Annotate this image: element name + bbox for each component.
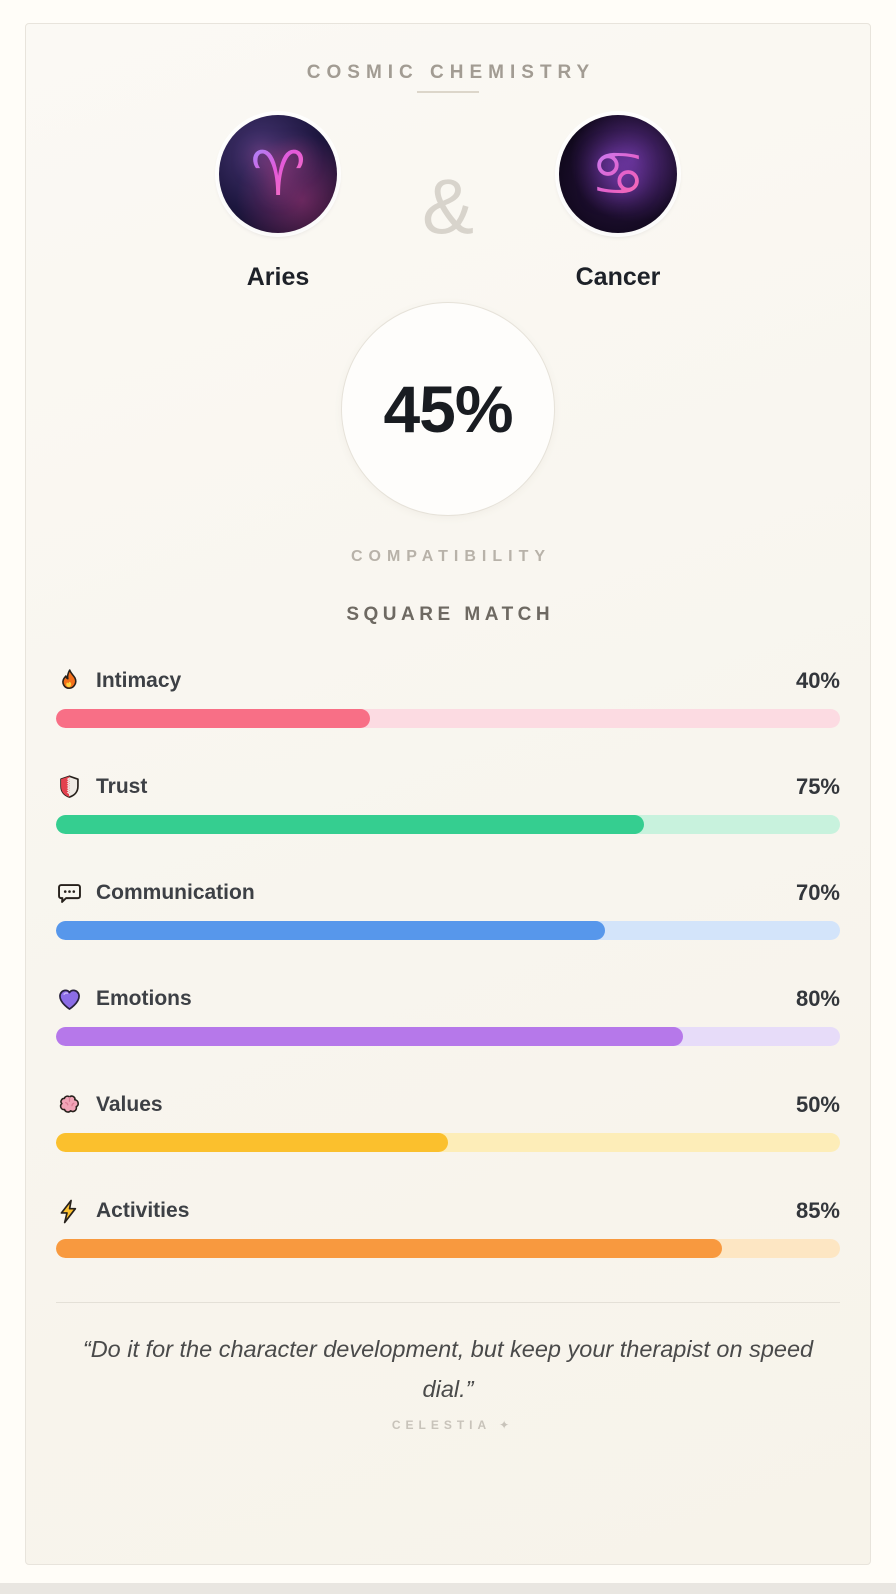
trait-label: Emotions [96,987,192,1010]
traits-list: Intimacy 40% Trust 75% [26,666,870,1258]
sign-left: ♈ Aries [153,115,403,292]
trait-head: Intimacy 40% [56,666,840,696]
trait-progress-track [56,921,840,940]
score-circle: 45% [341,302,555,516]
quote-text: “Do it for the character development, bu… [82,1336,814,1402]
trait-progress-track [56,815,840,834]
sign-right-name: Cancer [575,263,661,291]
purple-heart-icon [56,986,83,1013]
trait-percent: 80% [795,986,840,1011]
trait-progress-track [56,1239,840,1258]
fire-icon [56,668,83,695]
trait-row-emotions: Emotions 80% [56,984,840,1046]
trait-row-trust: Trust 75% [56,772,840,834]
trait-progress-track [56,709,840,728]
cancer-avatar: ♋ [559,115,677,233]
trait-head: Trust 75% [56,772,840,802]
compatibility-card: COSMIC CHEMISTRY ♈ Aries & ♋ Cancer 45% … [25,23,871,1565]
shield-icon [56,774,83,801]
trait-progress-fill [56,1239,723,1258]
trait-head: Emotions 80% [56,984,840,1014]
trait-progress-track [56,1133,840,1152]
aries-zodiac-icon: ♈ [250,137,306,210]
trait-row-intimacy: Intimacy 40% [56,666,840,728]
lightning-icon [56,1198,83,1225]
trait-progress-fill [56,815,644,834]
trait-row-communication: Communication 70% [56,878,840,940]
brain-icon [56,1092,83,1119]
trait-head: Values 50% [56,1090,840,1120]
signs-row: ♈ Aries & ♋ Cancer [26,115,870,292]
compatibility-label: COMPATIBILITY [350,548,552,565]
trait-head: Communication 70% [56,878,840,908]
trait-progress-fill [56,1027,684,1046]
page-title: COSMIC CHEMISTRY [306,62,596,83]
ampersand: & [421,162,475,250]
trait-label: Trust [96,775,148,798]
trait-row-values: Values 50% [56,1090,840,1152]
title-underline [417,91,479,93]
trait-label: Intimacy [96,669,182,692]
branding: CELESTIA ✦ [26,1418,870,1432]
star-icon: ✦ [499,1418,510,1432]
sign-left-name: Aries [246,263,310,291]
trait-percent: 40% [795,668,840,693]
trait-percent: 50% [795,1092,840,1117]
speech-bubble-icon [56,880,83,907]
trait-percent: 70% [795,880,840,905]
branding-name: CELESTIA [391,1418,491,1432]
trait-label: Activities [96,1199,190,1222]
trait-head: Activities 85% [56,1196,840,1226]
trait-row-activities: Activities 85% [56,1196,840,1258]
divider [56,1302,840,1303]
score-value: 45% [383,372,513,446]
sign-right: ♋ Cancer [493,115,743,292]
cancer-zodiac-icon: ♋ [590,137,646,210]
bottom-strip [0,1583,896,1594]
trait-progress-track [56,1027,840,1046]
trait-label: Communication [96,881,255,904]
trait-progress-fill [56,1133,448,1152]
match-type-label: SQUARE MATCH [346,604,555,625]
trait-label: Values [96,1093,163,1116]
aries-avatar: ♈ [219,115,337,233]
trait-progress-fill [56,921,605,940]
trait-percent: 75% [795,774,840,799]
trait-progress-fill [56,709,370,728]
trait-percent: 85% [795,1198,840,1223]
